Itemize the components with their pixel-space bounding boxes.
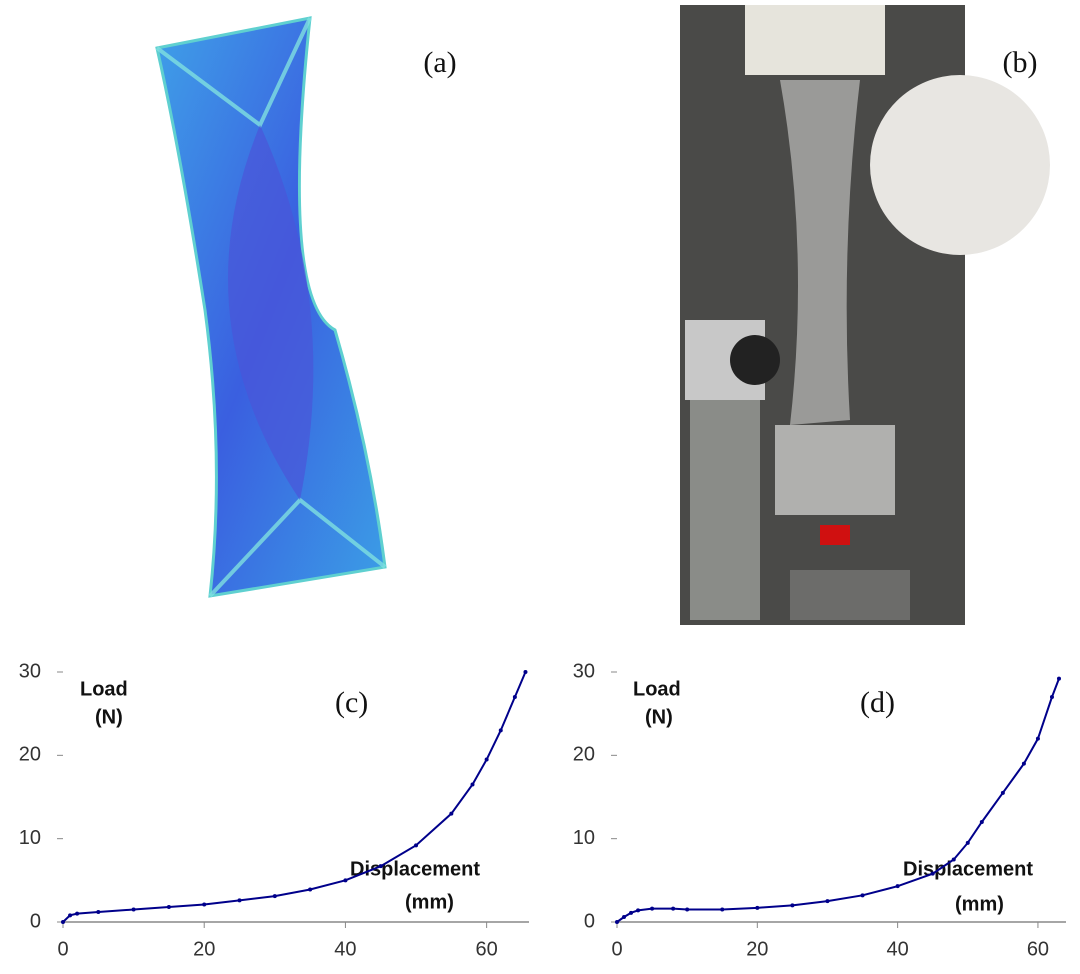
panel-label: (a) — [423, 46, 456, 79]
point — [1021, 761, 1026, 766]
point — [343, 878, 348, 883]
axis-annotation: (N) — [95, 706, 123, 728]
point — [272, 894, 277, 899]
point — [671, 906, 676, 911]
panel-label: (b) — [1003, 46, 1038, 79]
point — [860, 893, 865, 898]
point — [629, 910, 634, 915]
point — [930, 871, 935, 876]
panel-label: (c) — [335, 686, 368, 719]
axis-annotation: (mm) — [955, 893, 1004, 915]
x-tick-label: 60 — [1027, 938, 1049, 960]
point — [951, 857, 956, 862]
x-tick-label: 40 — [334, 938, 356, 960]
simulation-image — [155, 16, 387, 598]
point — [449, 811, 454, 816]
point — [1049, 695, 1054, 699]
point — [622, 915, 627, 919]
x-tick-label: 20 — [193, 938, 215, 960]
axis-annotation: Load — [633, 678, 681, 700]
point — [237, 898, 242, 903]
axis-annotation: (mm) — [405, 891, 454, 913]
point — [484, 757, 489, 762]
axis-annotation: Displacement — [350, 858, 480, 880]
point — [166, 905, 171, 909]
x-tick-label: 0 — [611, 938, 622, 960]
point — [615, 920, 619, 924]
point — [61, 920, 65, 924]
point — [1035, 736, 1040, 741]
point — [512, 695, 517, 699]
point — [131, 907, 136, 912]
y-tick-label: 10 — [19, 827, 41, 849]
y-tick-label: 0 — [584, 910, 595, 932]
point — [979, 820, 984, 824]
axis-annotation: Displacement — [903, 858, 1033, 880]
y-tick-label: 30 — [19, 660, 41, 682]
point — [790, 903, 795, 908]
point — [68, 913, 73, 918]
axis-annotation: Load — [80, 678, 128, 700]
y-tick-label: 20 — [19, 744, 41, 766]
point — [895, 884, 900, 889]
point — [308, 887, 313, 892]
x-tick-label: 40 — [887, 938, 909, 960]
y-tick-label: 10 — [573, 827, 595, 849]
line — [616, 678, 1060, 923]
point — [414, 843, 419, 848]
point — [636, 908, 641, 913]
point — [685, 907, 690, 912]
point — [1056, 676, 1061, 681]
photo — [680, 5, 1050, 625]
x-tick-label: 60 — [476, 938, 498, 960]
point — [378, 864, 383, 869]
x-tick-label: 20 — [746, 938, 768, 960]
point — [523, 670, 528, 674]
point — [965, 840, 970, 845]
point — [96, 910, 101, 914]
point — [470, 782, 475, 787]
point — [498, 728, 503, 733]
y-tick-label: 30 — [573, 660, 595, 682]
point — [825, 899, 830, 904]
point — [1000, 790, 1005, 795]
y-tick-label: 0 — [30, 910, 41, 932]
point — [720, 907, 725, 912]
axis-annotation: (N) — [645, 706, 673, 728]
line — [62, 671, 527, 923]
point — [650, 906, 655, 911]
point — [75, 911, 80, 916]
point — [755, 905, 760, 910]
x-tick-label: 0 — [57, 938, 68, 960]
point — [202, 902, 207, 907]
panel-label: (d) — [860, 686, 895, 719]
y-tick-label: 20 — [573, 744, 595, 766]
